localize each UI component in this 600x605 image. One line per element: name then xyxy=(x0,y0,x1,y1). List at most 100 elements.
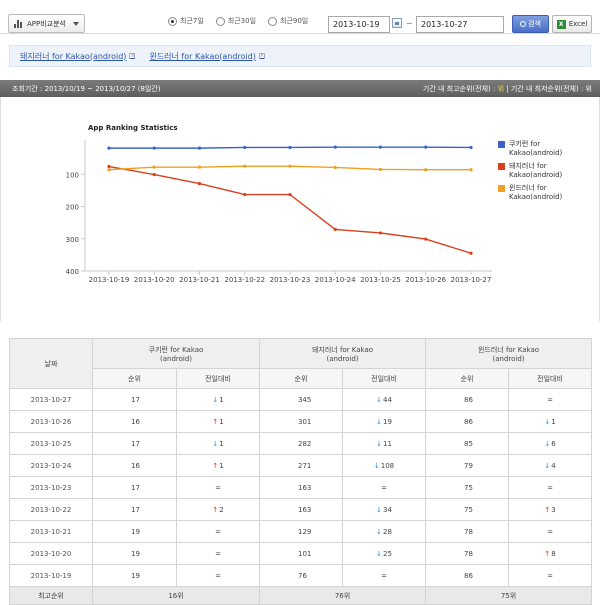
change-cell: ↓4 xyxy=(508,454,593,477)
change-cell: = xyxy=(508,476,593,499)
rank-cell: 17 xyxy=(92,476,177,499)
data-point xyxy=(107,164,111,169)
x-tick-label: 2013-10-20 xyxy=(134,276,175,284)
data-point xyxy=(243,192,247,197)
arrow-up-icon: ↑ xyxy=(212,505,219,514)
rank-cell: 75 xyxy=(425,476,510,499)
date-range-separator: ~ xyxy=(406,19,413,28)
app-column-header: 돼지러너 for Kakao (android) xyxy=(258,338,427,369)
rank-cell: 101 xyxy=(259,542,343,565)
legend-swatch xyxy=(498,141,505,148)
data-point xyxy=(424,145,428,149)
rank-cell: 17 xyxy=(92,388,177,411)
change-value: 2 xyxy=(219,505,224,514)
arrow-down-icon: ↓ xyxy=(376,549,382,558)
change-value: 19 xyxy=(382,417,392,426)
excel-button-label: Excel xyxy=(568,20,588,28)
arrow-down-icon: ↓ xyxy=(376,395,382,404)
row-date: 2013-10-26 xyxy=(9,410,93,433)
arrow-down-icon: ↓ xyxy=(376,417,382,426)
change-value: 108 xyxy=(380,461,395,470)
change-cell: = xyxy=(176,564,260,587)
data-point xyxy=(197,165,202,169)
arrow-down-icon: ↓ xyxy=(544,439,551,448)
x-tick-label: 2013-10-21 xyxy=(179,276,220,284)
date-column-header: 날짜 xyxy=(9,338,93,389)
legend-item[interactable]: 쿠키런 for Kakao(android) xyxy=(498,140,594,158)
data-point xyxy=(243,164,247,168)
change-cell: ↓6 xyxy=(508,432,593,455)
legend-swatch xyxy=(498,163,505,170)
data-point xyxy=(333,165,337,170)
legend-item[interactable]: 윈드러너 for Kakao(android) xyxy=(498,184,594,202)
rank-cell: 79 xyxy=(425,454,510,477)
series-line-1 xyxy=(108,165,472,254)
ranking-table: 날짜 쿠키런 for Kakao (android) 돼지러너 for Kaka… xyxy=(9,338,593,605)
y-tick-label: 300 xyxy=(66,236,79,244)
data-point xyxy=(288,145,292,150)
app-tag-label[interactable]: 돼지러너 for Kakao(android) xyxy=(20,51,127,61)
data-point xyxy=(424,168,428,172)
data-point xyxy=(243,145,247,150)
rank-cell: 86 xyxy=(425,388,510,411)
row-date: 2013-10-19 xyxy=(9,564,93,587)
change-cell: ↓1 xyxy=(508,410,593,433)
search-button[interactable]: 검색 xyxy=(512,15,549,33)
change-cell: = xyxy=(176,520,260,543)
change-value: = xyxy=(547,483,553,492)
remove-icon[interactable]: × xyxy=(258,53,265,59)
radio-label: 최근30일 xyxy=(227,17,257,25)
start-date-input[interactable]: 2013-10-19 xyxy=(328,16,390,33)
app-tag[interactable]: 윈드러너 for Kakao(android) × xyxy=(149,51,265,62)
x-tick-label: 2013-10-22 xyxy=(224,276,265,284)
separator: | xyxy=(504,85,511,93)
radio-last-90-days[interactable]: 최근90일 xyxy=(268,16,308,26)
calendar-icon[interactable] xyxy=(392,18,402,28)
end-date-input[interactable]: 2013-10-27 xyxy=(416,16,504,33)
rank-cell: 19 xyxy=(92,542,177,565)
legend-swatch xyxy=(498,185,505,192)
change-cell: ↑1 xyxy=(176,454,260,477)
radio-dot[interactable] xyxy=(168,16,177,26)
row-date: 2013-10-23 xyxy=(9,476,93,499)
change-value: 1 xyxy=(551,417,556,426)
data-point xyxy=(378,231,383,235)
radio-last-7-days[interactable]: 최근7일 xyxy=(168,16,204,26)
change-cell: = xyxy=(176,476,260,499)
legend-item[interactable]: 돼지러너 for Kakao(android) xyxy=(498,162,594,180)
radio-dot[interactable] xyxy=(268,16,278,26)
x-tick-label: 2013-10-24 xyxy=(315,276,356,284)
change-value: 25 xyxy=(382,549,392,558)
change-cell: ↓108 xyxy=(341,454,427,477)
y-tick-label: 100 xyxy=(66,171,79,179)
data-point xyxy=(378,145,383,149)
table-row: 2013-10-22 17 ↑2 163 ↓34 75 ↑3 xyxy=(9,498,593,521)
app-compare-dropdown[interactable]: APP비교분석 xyxy=(8,14,85,33)
change-value: 44 xyxy=(382,395,392,404)
radio-dot[interactable] xyxy=(215,16,225,26)
rank-cell: 78 xyxy=(425,520,510,543)
change-subheader: 전일대비 xyxy=(176,368,260,389)
rank-subheader: 순위 xyxy=(425,368,510,389)
excel-export-button[interactable]: X Excel xyxy=(552,15,592,33)
table-row: 2013-10-24 16 ↑1 271 ↓108 79 ↓4 xyxy=(9,454,593,477)
radio-last-30-days[interactable]: 최근30일 xyxy=(215,16,257,26)
ranking-line-chart: 100 200 300 400 2013-10-19 2013-10-20 2013-10-… xyxy=(66,140,492,284)
change-cell: = xyxy=(508,388,593,411)
arrow-down-icon: ↓ xyxy=(373,461,380,470)
arrow-up-icon: ↑ xyxy=(212,417,219,426)
table-row: 2013-10-20 19 = 101 ↓25 78 ↑8 xyxy=(9,542,593,565)
data-point xyxy=(152,172,156,177)
rank-subheader: 순위 xyxy=(92,368,177,389)
remove-icon[interactable]: × xyxy=(129,53,136,59)
search-button-label: 검색 xyxy=(528,20,541,28)
app-tag-label[interactable]: 윈드러너 for Kakao(android) xyxy=(149,51,256,61)
best-rank-value: 위 xyxy=(497,85,505,93)
change-cell: ↑2 xyxy=(176,498,260,521)
change-cell: ↓19 xyxy=(341,410,427,433)
data-point xyxy=(469,251,473,255)
table-row: 2013-10-27 17 ↓1 345 ↓44 86 = xyxy=(9,388,593,411)
change-value: 1 xyxy=(219,395,224,404)
data-point xyxy=(378,167,383,172)
app-tag[interactable]: 돼지러너 for Kakao(android) × xyxy=(20,51,136,62)
